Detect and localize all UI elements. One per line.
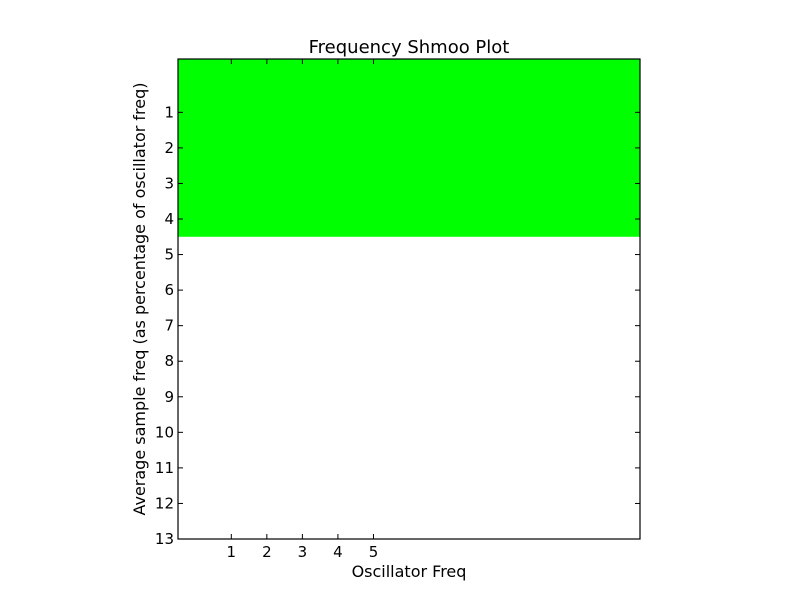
pass-region (178, 59, 640, 237)
x-tick-label: 2 (262, 543, 272, 561)
y-axis-label: Average sample freq (as percentage of os… (130, 82, 149, 515)
y-tick-label: 7 (164, 317, 174, 335)
y-tick-label: 8 (164, 352, 174, 370)
y-tick-label: 1 (164, 103, 174, 121)
plot-area (177, 58, 641, 540)
chart-title: Frequency Shmoo Plot (309, 37, 510, 58)
y-tick-label: 13 (155, 530, 174, 548)
y-tick-label: 10 (155, 423, 174, 441)
x-tick-label: 4 (333, 543, 343, 561)
y-tick-label: 9 (164, 388, 174, 406)
y-tick-label: 11 (155, 459, 174, 477)
y-tick-label: 5 (164, 246, 174, 264)
x-axis-ticks: 1 2 3 4 5 (227, 59, 379, 561)
y-tick-label: 2 (164, 139, 174, 157)
y-tick-label: 12 (155, 494, 174, 512)
y-tick-label: 3 (164, 174, 174, 192)
x-tick-label: 5 (369, 543, 379, 561)
x-tick-label: 3 (298, 543, 308, 561)
y-tick-label: 4 (164, 210, 174, 228)
plot-frame (177, 58, 641, 540)
x-axis-label: Oscillator Freq (352, 562, 467, 581)
x-tick-label: 1 (227, 543, 237, 561)
y-tick-label: 6 (164, 281, 174, 299)
